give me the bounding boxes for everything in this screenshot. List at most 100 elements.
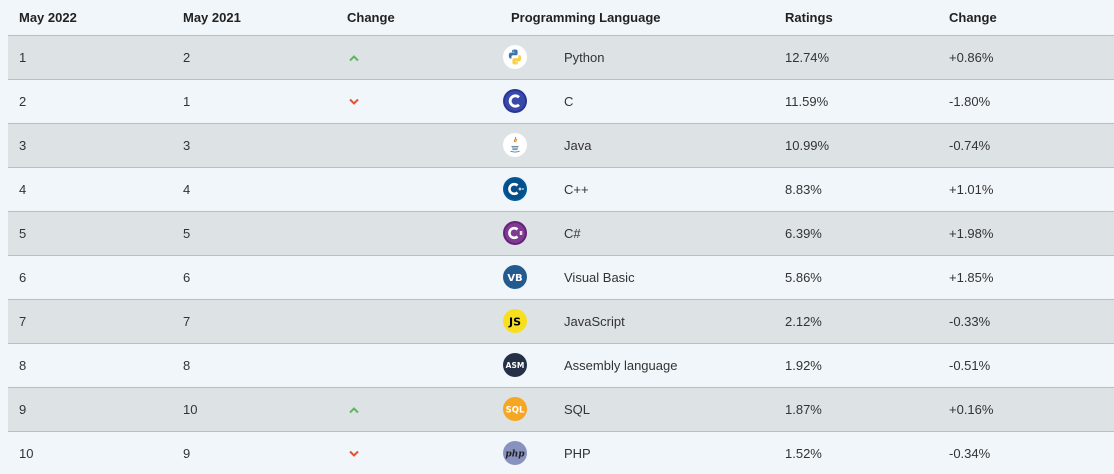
rating-value: 10.99% <box>774 123 938 168</box>
change-percent: -0.51% <box>938 343 1114 388</box>
svg-text:JS: JS <box>508 316 521 329</box>
change-trend <box>336 211 500 256</box>
change-trend <box>336 167 500 212</box>
language-name: Python <box>564 49 605 65</box>
rank-may-2021: 10 <box>172 387 336 432</box>
chevron-up-icon <box>347 402 360 417</box>
php-logo-icon: php <box>503 441 527 465</box>
header-may-2022[interactable]: May 2022 <box>8 0 172 36</box>
table-row: 1 2 Python 12.74% +0.86% <box>8 35 1114 80</box>
language-cell: ASM Assembly language <box>500 343 774 388</box>
rank-may-2022: 8 <box>8 343 172 388</box>
svg-text:VB: VB <box>507 273 522 284</box>
change-trend <box>336 123 500 168</box>
rating-value: 1.92% <box>774 343 938 388</box>
chevron-up-icon <box>347 50 360 65</box>
svg-text:SQL: SQL <box>506 406 525 416</box>
change-trend <box>336 387 500 432</box>
rank-may-2022: 5 <box>8 211 172 256</box>
rank-may-2021: 9 <box>172 431 336 474</box>
language-name: C# <box>564 225 581 241</box>
table-row: 8 8 ASM Assembly language 1.92% -0.51% <box>8 343 1114 388</box>
cpp-logo-icon <box>503 177 527 201</box>
language-name: Visual Basic <box>564 269 635 285</box>
table-row: 4 4 C++ 8.83% +1.01% <box>8 167 1114 212</box>
rating-value: 11.59% <box>774 79 938 124</box>
change-percent: +0.86% <box>938 35 1114 80</box>
header-change-percent[interactable]: Change <box>938 0 1114 36</box>
language-name: SQL <box>564 401 591 417</box>
language-cell: C++ <box>500 167 774 212</box>
table-row: 9 10 SQL SQL 1.87% +0.16% <box>8 387 1114 432</box>
chevron-down-icon <box>347 94 360 109</box>
language-cell: SQL SQL <box>500 387 774 432</box>
language-name: Java <box>564 137 592 153</box>
visual-basic-logo-icon: VB <box>503 265 527 289</box>
language-name: C <box>564 93 574 109</box>
rank-may-2021: 8 <box>172 343 336 388</box>
table-header-row: May 2022 May 2021 Change Programming Lan… <box>8 0 1114 36</box>
javascript-logo-icon: JS <box>503 309 527 333</box>
rank-may-2022: 4 <box>8 167 172 212</box>
rank-may-2021: 2 <box>172 35 336 80</box>
rating-value: 12.74% <box>774 35 938 80</box>
header-change[interactable]: Change <box>336 0 500 36</box>
change-trend <box>336 79 500 124</box>
rank-may-2021: 4 <box>172 167 336 212</box>
language-name: Assembly language <box>564 357 678 373</box>
language-cell: php PHP <box>500 431 774 474</box>
table-row: 2 1 C 11.59% -1.80% <box>8 79 1114 124</box>
table-row: 3 3 Java 10.99% -0.74% <box>8 123 1114 168</box>
rank-may-2022: 1 <box>8 35 172 80</box>
rank-may-2022: 3 <box>8 123 172 168</box>
rank-may-2022: 2 <box>8 79 172 124</box>
rank-may-2021: 7 <box>172 299 336 344</box>
language-cell: C <box>500 79 774 124</box>
c-logo-icon <box>503 89 527 113</box>
rank-may-2021: 1 <box>172 79 336 124</box>
language-name: C++ <box>564 181 589 197</box>
change-trend <box>336 299 500 344</box>
rank-may-2022: 9 <box>8 387 172 432</box>
rank-may-2022: 10 <box>8 431 172 474</box>
chevron-down-icon <box>347 446 360 461</box>
rank-may-2022: 7 <box>8 299 172 344</box>
change-percent: +1.85% <box>938 255 1114 300</box>
rank-may-2021: 3 <box>172 123 336 168</box>
change-trend <box>336 431 500 474</box>
language-cell: VB Visual Basic <box>500 255 774 300</box>
change-percent: +1.98% <box>938 211 1114 256</box>
language-name: PHP <box>564 445 591 461</box>
change-trend <box>336 255 500 300</box>
rank-may-2022: 6 <box>8 255 172 300</box>
table-row: 6 6 VB Visual Basic 5.86% +1.85% <box>8 255 1114 300</box>
rating-value: 5.86% <box>774 255 938 300</box>
language-cell: C# <box>500 211 774 256</box>
header-programming-language[interactable]: Programming Language <box>500 0 774 36</box>
assembly-logo-icon: ASM <box>503 353 527 377</box>
rating-value: 1.52% <box>774 431 938 474</box>
change-trend <box>336 343 500 388</box>
change-trend <box>336 35 500 80</box>
rank-may-2021: 5 <box>172 211 336 256</box>
rating-value: 2.12% <box>774 299 938 344</box>
rating-value: 1.87% <box>774 387 938 432</box>
table-row: 10 9 php PHP 1.52% -0.34% <box>8 431 1114 474</box>
csharp-logo-icon <box>503 221 527 245</box>
header-may-2021[interactable]: May 2021 <box>172 0 336 36</box>
table-row: 5 5 C# 6.39% +1.98% <box>8 211 1114 256</box>
sql-logo-icon: SQL <box>503 397 527 421</box>
table-row: 7 7 JS JavaScript 2.12% -0.33% <box>8 299 1114 344</box>
language-cell: Java <box>500 123 774 168</box>
change-percent: -1.80% <box>938 79 1114 124</box>
svg-text:ASM: ASM <box>506 361 525 370</box>
change-percent: -0.74% <box>938 123 1114 168</box>
header-ratings[interactable]: Ratings <box>774 0 938 36</box>
rating-value: 8.83% <box>774 167 938 212</box>
language-cell: JS JavaScript <box>500 299 774 344</box>
language-name: JavaScript <box>564 313 625 329</box>
tiobe-index-table: May 2022 May 2021 Change Programming Lan… <box>8 0 1114 474</box>
rank-may-2021: 6 <box>172 255 336 300</box>
change-percent: +1.01% <box>938 167 1114 212</box>
rating-value: 6.39% <box>774 211 938 256</box>
